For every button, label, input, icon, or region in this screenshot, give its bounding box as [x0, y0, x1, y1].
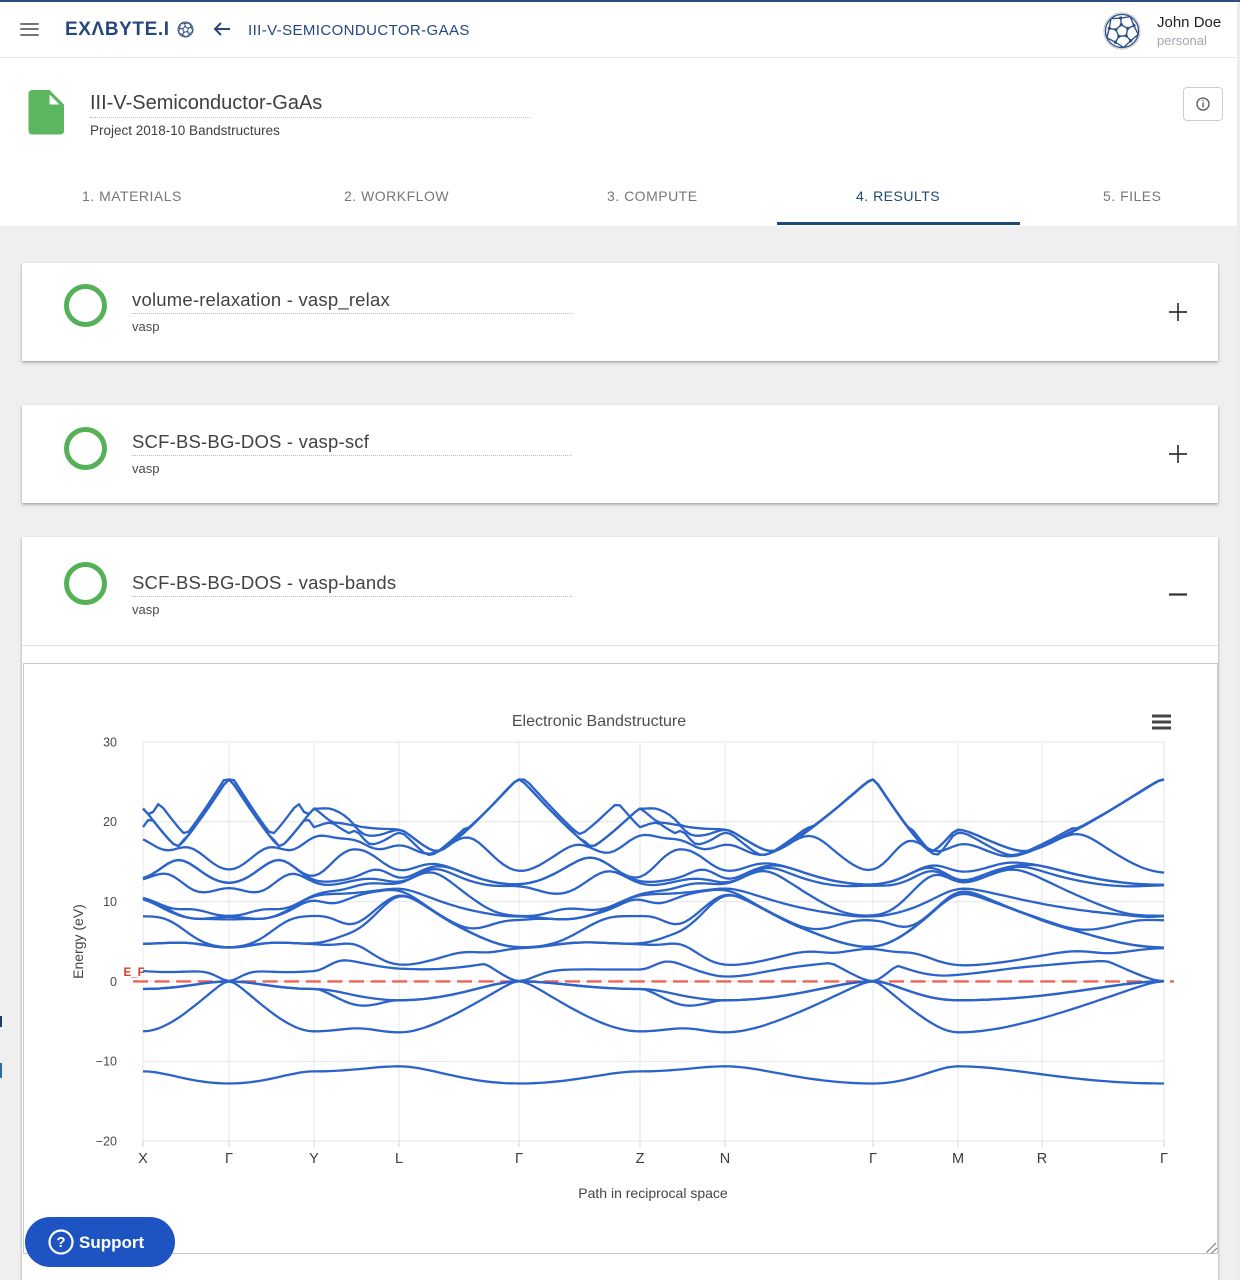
- svg-text:Electronic Bandstructure: Electronic Bandstructure: [512, 713, 686, 730]
- svg-text:−20: −20: [96, 1134, 117, 1148]
- svg-text:L: L: [395, 1151, 403, 1167]
- svg-text:R: R: [1037, 1151, 1047, 1167]
- svg-text:10: 10: [103, 895, 117, 909]
- svg-text:E_F: E_F: [124, 967, 145, 979]
- svg-text:30: 30: [103, 735, 117, 749]
- svg-text:−10: −10: [96, 1055, 117, 1069]
- svg-text:Y: Y: [309, 1151, 319, 1167]
- svg-text:Γ: Γ: [869, 1151, 877, 1167]
- svg-text:Γ: Γ: [515, 1151, 523, 1167]
- svg-text:M: M: [952, 1151, 964, 1167]
- svg-text:0: 0: [110, 975, 117, 989]
- svg-text:Path in reciprocal space: Path in reciprocal space: [578, 1185, 728, 1201]
- svg-text:N: N: [720, 1151, 730, 1167]
- svg-text:20: 20: [103, 815, 117, 829]
- svg-text:Z: Z: [636, 1151, 645, 1167]
- svg-text:Γ: Γ: [225, 1151, 233, 1167]
- svg-text:?: ?: [56, 1234, 65, 1251]
- svg-text:Γ: Γ: [1160, 1151, 1168, 1167]
- svg-text:Energy (eV): Energy (eV): [70, 904, 86, 979]
- svg-text:X: X: [138, 1151, 148, 1167]
